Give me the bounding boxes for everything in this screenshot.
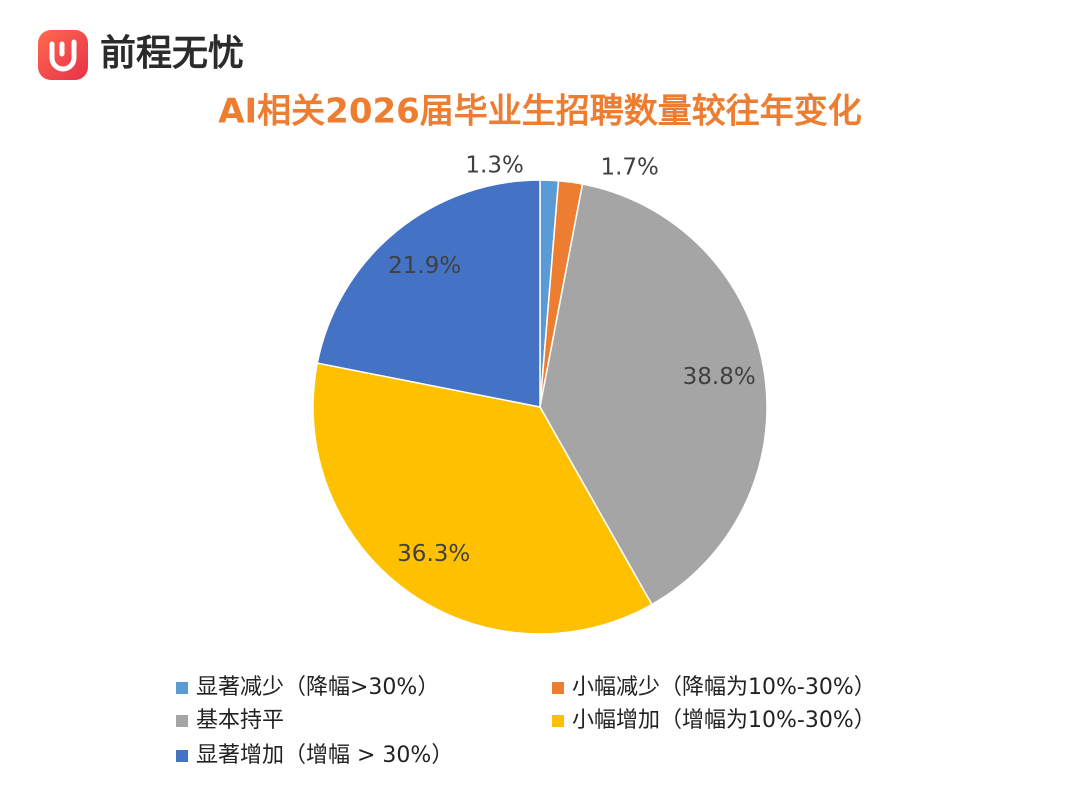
data-label: 1.7% — [600, 155, 658, 181]
legend-label: 小幅减少（降幅为10%-30%） — [572, 675, 876, 700]
legend-swatch — [552, 715, 564, 727]
pie-slice — [539, 183, 768, 606]
data-label: 1.3% — [465, 153, 523, 179]
data-label: 38.8% — [683, 364, 756, 390]
logo — [38, 30, 88, 80]
legend-label: 小幅增加（增幅为10%-30%） — [572, 708, 876, 733]
pie-slice — [316, 179, 541, 408]
legend-label: 显著增加（增幅 > 30%） — [196, 743, 453, 768]
brand-name: 前程无忧 — [100, 33, 244, 74]
legend-swatch — [176, 750, 188, 762]
legend-swatch — [552, 682, 564, 694]
data-label: 36.3% — [397, 541, 470, 567]
chart-title: AI相关2026届毕业生招聘数量较往年变化 — [218, 92, 862, 132]
legend-swatch — [176, 715, 188, 727]
pie-slice — [312, 362, 653, 635]
legend-label: 基本持平 — [196, 708, 284, 733]
legend-swatch — [176, 682, 188, 694]
data-label: 21.9% — [388, 253, 461, 279]
legend-label: 显著减少（降幅>30%） — [196, 675, 439, 700]
